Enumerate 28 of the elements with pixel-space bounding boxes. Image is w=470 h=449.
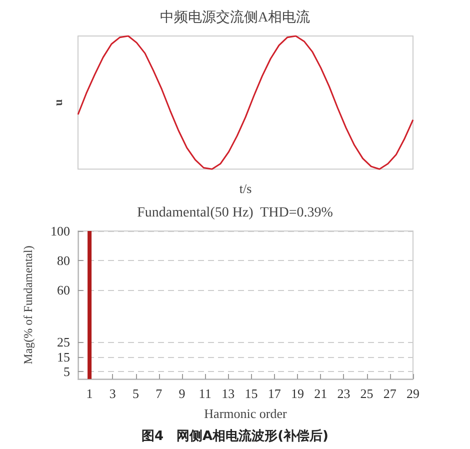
x-tick-label: 9 [178, 386, 186, 401]
x-tick-label: 19 [290, 386, 304, 401]
x-tick-label: 15 [244, 386, 258, 401]
x-tick-label: 7 [156, 386, 163, 401]
x-tick-label: 21 [314, 386, 328, 401]
y-tick-label: 80 [57, 253, 70, 268]
y-tick-label: 60 [57, 282, 70, 298]
x-axis-title: Harmonic order [204, 406, 288, 421]
x-tick-label: 29 [406, 386, 420, 401]
x-tick-label: 11 [198, 386, 212, 401]
x-tick-label: 17 [268, 386, 282, 401]
x-tick-label: 25 [360, 386, 374, 401]
x-tick-label: 13 [222, 386, 235, 401]
chart-title: 中频电源交流侧A相电流 [160, 10, 310, 26]
x-tick-label: 5 [132, 386, 140, 401]
caption: 图4 网侧A相电流波形(补偿后) [142, 428, 329, 444]
y-axis-title: u [51, 98, 65, 106]
x-tick-label: 3 [109, 386, 116, 401]
y-tick-label: 5 [64, 364, 70, 380]
x-tick-label: 1 [86, 386, 93, 401]
y-tick-label: 15 [57, 349, 70, 364]
y-tick-label: 25 [57, 334, 70, 350]
x-axis-title: t/s [239, 181, 252, 196]
x-tick-label: 23 [337, 386, 350, 401]
x-tick-label: 27 [383, 386, 397, 401]
y-axis-title: Mag(% of Fundamental) [21, 246, 35, 364]
y-tick-label: 100 [50, 224, 70, 238]
chart-title: Fundamental(50 Hz) THD=0.39% [137, 206, 334, 220]
